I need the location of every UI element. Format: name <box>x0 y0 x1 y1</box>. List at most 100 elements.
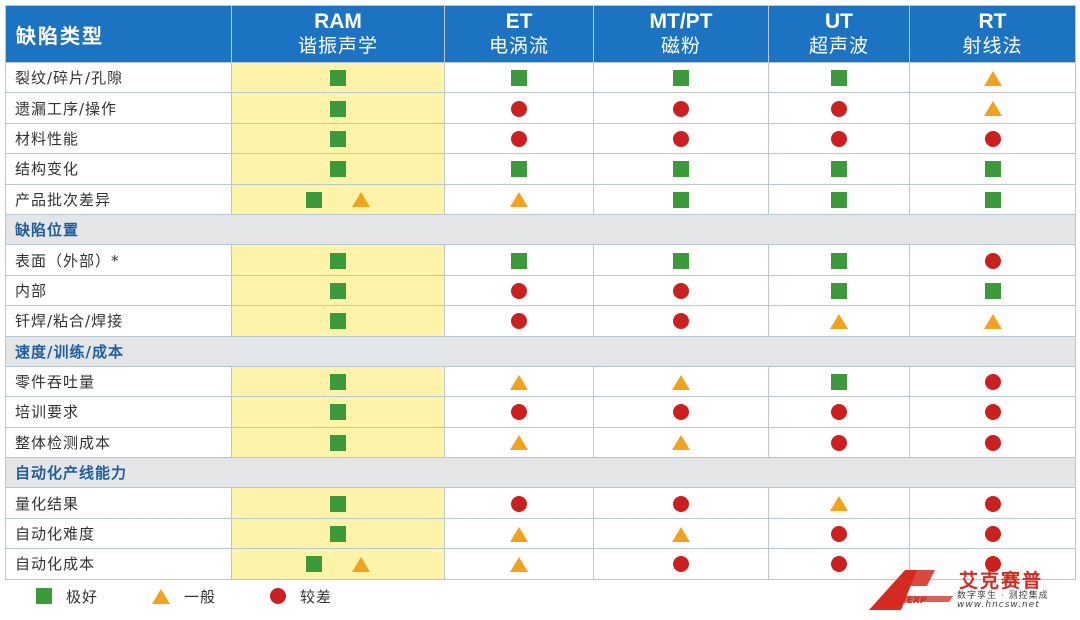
rating-cell <box>593 92 769 124</box>
legend-item: 较差 <box>270 586 332 607</box>
green-square-icon <box>330 404 346 421</box>
rating-cell <box>231 183 445 215</box>
row-label: 钎焊/粘合/焊接 <box>5 305 232 337</box>
header-method-rt: RT 射线法 <box>909 5 1076 63</box>
method-code: ET <box>505 10 533 33</box>
green-square-icon <box>831 161 847 178</box>
orange-triangle-icon <box>510 526 528 542</box>
red-circle-icon <box>831 404 847 421</box>
table-row: 自动化成本 <box>5 548 1076 580</box>
rating-cell <box>909 183 1076 215</box>
orange-triangle-icon <box>983 101 1002 117</box>
green-square-icon <box>511 252 527 269</box>
green-square-icon <box>330 313 346 330</box>
method-code: MT/PT <box>649 10 713 33</box>
table-row: 量化结果 <box>5 487 1076 519</box>
orange-triangle-icon <box>510 556 528 572</box>
legend-label: 较差 <box>300 587 333 606</box>
green-square-icon <box>511 70 527 87</box>
orange-triangle-icon <box>510 374 528 390</box>
rating-cell <box>909 122 1076 155</box>
rating-cell <box>909 426 1076 459</box>
rating-cell <box>768 92 910 124</box>
table-row: 整体检测成本 <box>5 426 1076 459</box>
green-square-icon <box>984 191 1001 208</box>
rating-cell <box>768 487 910 519</box>
rating-cell <box>909 487 1076 519</box>
green-square-icon <box>673 191 689 208</box>
rating-cell <box>231 487 445 519</box>
orange-triangle-icon <box>672 526 690 542</box>
section-header-row: 自动化产线能力 <box>5 457 1076 489</box>
method-name: 谐振声学 <box>297 35 378 57</box>
orange-triangle-icon <box>672 374 690 390</box>
table-row: 自动化难度 <box>5 517 1076 550</box>
rating-cell <box>909 396 1076 428</box>
rating-cell <box>593 365 769 398</box>
rating-cell <box>768 274 910 307</box>
rating-cell <box>593 183 769 215</box>
method-name: 射线法 <box>962 35 1023 57</box>
rating-cell <box>768 365 910 398</box>
red-circle-icon <box>831 130 847 147</box>
legend-label: 极好 <box>66 587 99 606</box>
row-label: 自动化难度 <box>5 517 232 550</box>
rating-cell <box>231 517 445 550</box>
red-circle-icon <box>511 404 527 421</box>
red-circle-icon <box>984 404 1001 421</box>
red-circle-icon <box>831 100 847 117</box>
legend: 极好 一般 较差 <box>36 585 386 607</box>
green-square-icon <box>831 191 847 208</box>
red-circle-icon <box>511 282 527 299</box>
rating-cell <box>768 517 910 550</box>
header-method-et: ET 电涡流 <box>444 5 594 63</box>
table-row: 培训要求 <box>5 396 1076 428</box>
table-row: 表面（外部）* <box>5 244 1076 276</box>
rating-cell <box>593 517 769 550</box>
rating-cell <box>593 244 769 276</box>
rating-cell <box>231 396 445 428</box>
section-header-row: 速度/训练/成本 <box>5 335 1076 367</box>
table-row: 产品批次差异 <box>5 183 1076 215</box>
header-method-mtpt: MT/PT 磁粉 <box>593 5 769 63</box>
row-label: 表面（外部）* <box>5 244 232 276</box>
orange-triangle-icon <box>983 70 1002 86</box>
rating-cell <box>444 244 594 276</box>
rating-cell <box>231 305 445 337</box>
rating-cell <box>444 365 594 398</box>
red-circle-icon <box>984 374 1001 391</box>
rating-cell <box>231 274 445 307</box>
rating-cell <box>909 92 1076 124</box>
header-row: 缺陷类型 RAM 谐振声学 ET 电涡流 MT/PT 磁粉 UT 超声波 RT … <box>5 5 1076 63</box>
rating-cell <box>909 517 1076 550</box>
green-square-icon <box>984 161 1001 178</box>
rating-cell <box>444 305 594 337</box>
red-circle-icon <box>984 252 1001 269</box>
rating-cell <box>909 305 1076 337</box>
green-square-icon <box>673 70 689 87</box>
rating-cell <box>231 548 445 580</box>
green-square-icon <box>330 495 346 512</box>
rating-cell <box>593 426 769 459</box>
rating-cell <box>231 365 445 398</box>
rating-cell <box>593 274 769 307</box>
section-title: 速度/训练/成本 <box>5 335 1076 367</box>
method-name: 电涡流 <box>488 35 549 57</box>
row-label: 遗漏工序/操作 <box>5 92 232 124</box>
rating-cell <box>444 274 594 307</box>
method-code: RT <box>978 10 1007 33</box>
red-circle-icon <box>673 495 689 512</box>
rating-cell <box>593 153 769 185</box>
orange-triangle-icon <box>352 192 370 208</box>
orange-triangle-icon <box>152 588 171 604</box>
rating-cell <box>909 548 1076 580</box>
rating-cell <box>768 183 910 215</box>
rating-cell <box>444 122 594 155</box>
section-title: 缺陷位置 <box>5 213 1076 246</box>
header-method-ram: RAM 谐振声学 <box>231 5 445 63</box>
rating-cell <box>768 548 910 580</box>
method-code: UT <box>825 10 853 33</box>
rating-cell <box>593 548 769 580</box>
red-circle-icon <box>831 526 847 543</box>
rating-cell <box>231 122 445 155</box>
